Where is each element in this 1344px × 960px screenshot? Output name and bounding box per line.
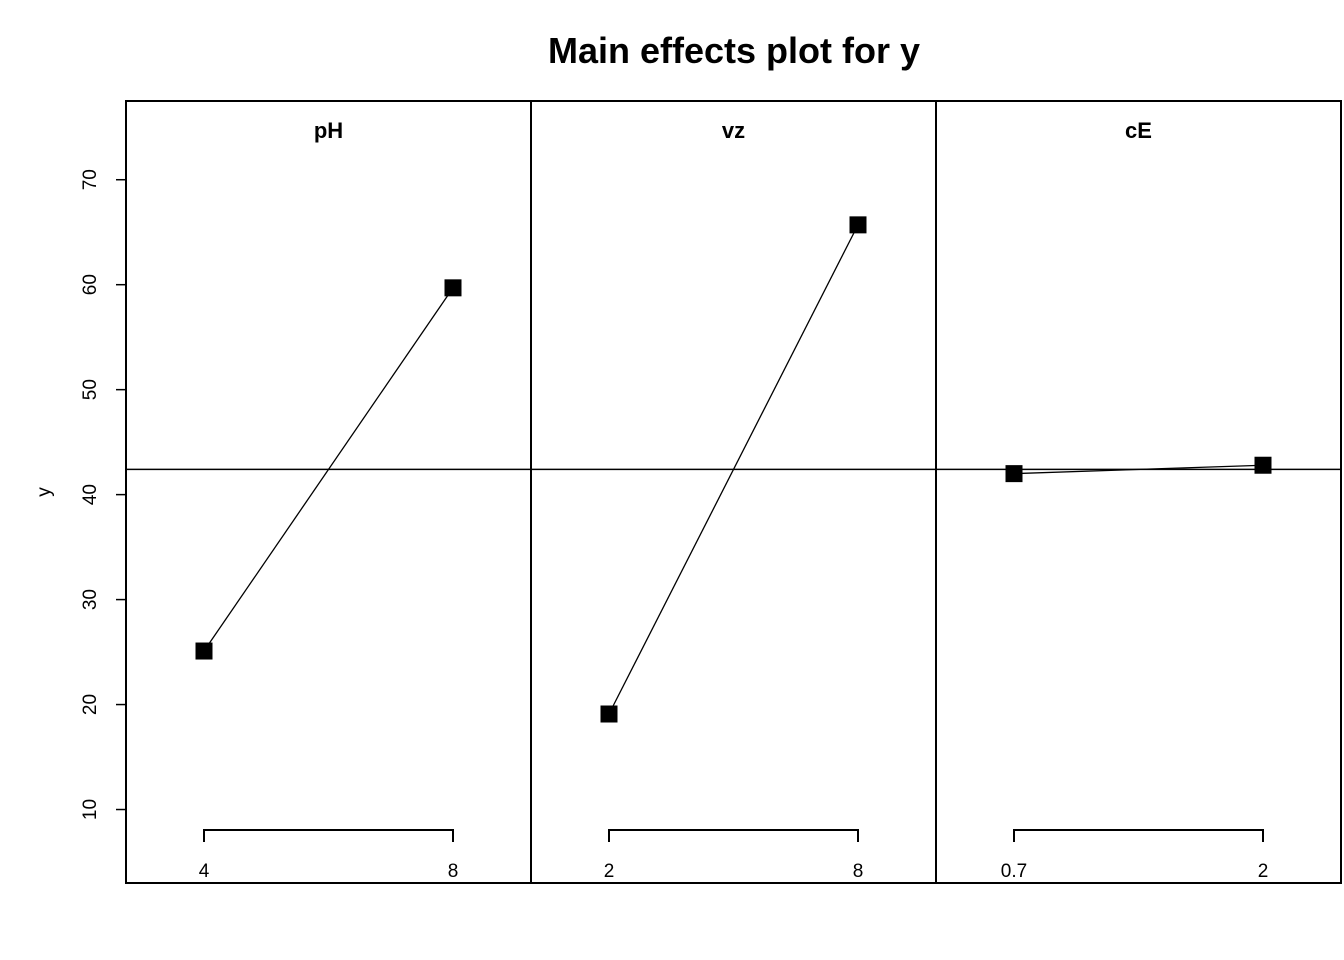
level-bracket: [608, 829, 859, 842]
y-axis-label: y: [34, 487, 55, 497]
panels: pH 4 8 vz 2 8 cE 0.7 2: [126, 101, 1341, 883]
data-point: [444, 279, 462, 297]
data-point: [600, 705, 618, 723]
effect-line: [203, 287, 454, 652]
y-tick-label: 10: [80, 799, 101, 820]
plot-frame: [125, 100, 1342, 884]
data-point: [849, 216, 867, 234]
y-tick-label: 20: [80, 694, 101, 715]
effect-line: [608, 224, 859, 715]
y-tick-label: 50: [80, 379, 101, 400]
level-label: 8: [853, 861, 864, 882]
y-axis: 10 20 30 40 50 60 70: [80, 169, 126, 820]
effect-line: [1013, 464, 1264, 475]
data-point: [195, 642, 213, 660]
panel-cE: cE 0.7 2: [1001, 118, 1272, 882]
chart-title: Main effects plot for y: [548, 30, 920, 71]
panel-label: cE: [1125, 118, 1152, 143]
level-label: 4: [199, 861, 210, 882]
level-label: 2: [1258, 861, 1269, 882]
level-label: 0.7: [1001, 861, 1027, 882]
data-point: [1254, 456, 1272, 474]
level-bracket: [1013, 829, 1264, 842]
y-tick-label: 30: [80, 589, 101, 610]
y-tick-label: 60: [80, 274, 101, 295]
panel-label: pH: [314, 118, 343, 143]
level-bracket: [203, 829, 454, 842]
level-label: 8: [448, 861, 459, 882]
panel-label: vz: [722, 118, 745, 143]
data-point: [1005, 465, 1023, 483]
level-label: 2: [604, 861, 615, 882]
panel-pH: pH 4 8: [195, 118, 462, 882]
y-tick-label: 40: [80, 484, 101, 505]
panel-vz: vz 2 8: [600, 118, 867, 882]
y-tick-label: 70: [80, 169, 101, 190]
